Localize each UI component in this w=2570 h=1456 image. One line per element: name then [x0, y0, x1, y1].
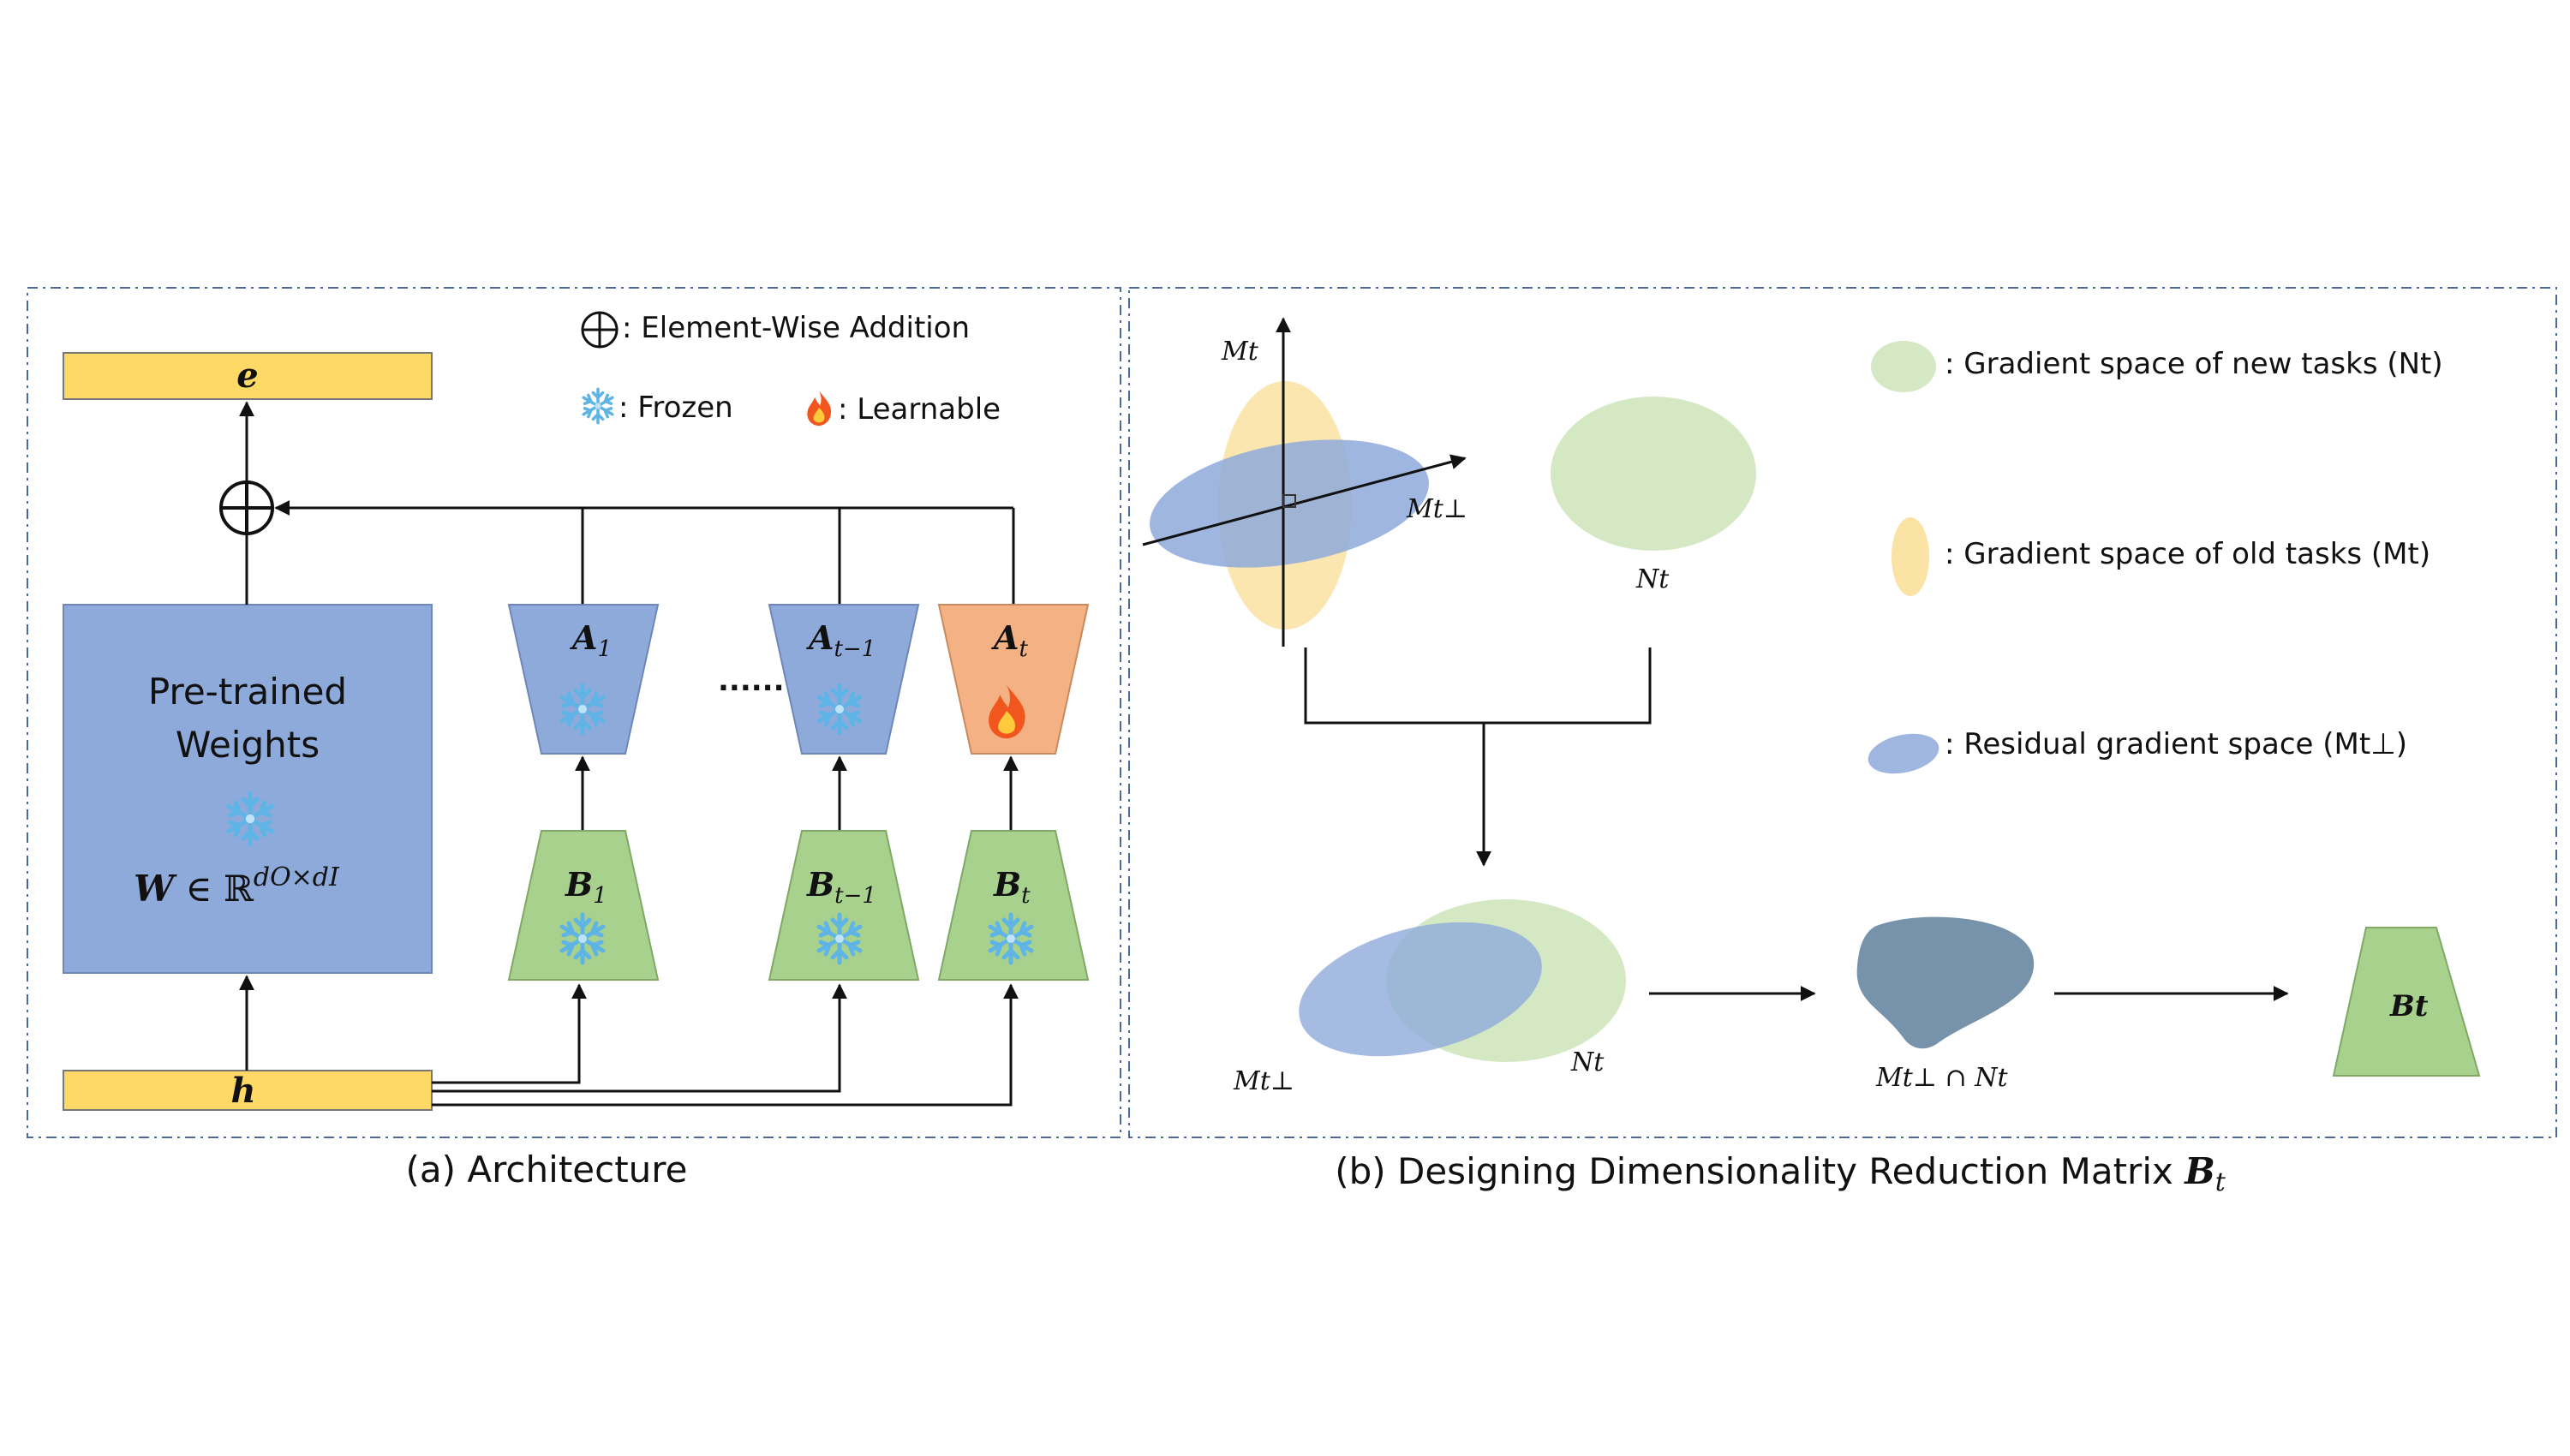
b-tm1-label: Bt−1: [806, 865, 876, 909]
a1-label: A1: [570, 618, 612, 662]
overlap-diagram: Mt⊥ Nt: [1233, 899, 1626, 1096]
overlap-n-t-label: Nt: [1570, 1047, 1605, 1077]
flame-icon: [807, 391, 832, 427]
b-t-block: [937, 830, 1090, 981]
a-tm1-block: [768, 604, 920, 755]
intersection-label: Mt⊥ ∩ Nt: [1875, 1063, 2008, 1093]
a-tm1-label: At−1: [806, 618, 876, 662]
b-tm1-block: [768, 830, 920, 981]
residual-space-ellipse: [1150, 439, 1429, 568]
input-distribution-lines: [432, 983, 1019, 1107]
learnable-label: : Learnable: [838, 392, 1001, 427]
frozen-legend: : Frozen: [582, 387, 733, 425]
legend-old-task-swatch: [1892, 517, 1929, 596]
panel-b-legend: : Gradient space of new tasks (Nt) : Gra…: [1868, 341, 2443, 774]
overlap-m-t-perp-label: Mt⊥: [1233, 1066, 1294, 1096]
legend-new-task-label: : Gradient space of new tasks (Nt): [1945, 347, 2443, 381]
adapters-ellipsis: ......: [718, 664, 785, 698]
a-t-label: At: [991, 618, 1028, 662]
a-t-block: [937, 604, 1090, 755]
pretrained-line1: Pre-trained: [148, 671, 347, 713]
legend-old-task-label: : Gradient space of old tasks (Mt): [1945, 537, 2430, 571]
output-label: e: [236, 355, 258, 396]
legend-residual-swatch: [1868, 733, 1939, 774]
panel-b-border: [1128, 287, 2557, 1138]
bt-result-block: [2332, 927, 2481, 1077]
b-t-label: Bt: [993, 865, 1031, 909]
addition-label: : Element-Wise Addition: [622, 311, 970, 345]
legend-residual-label: : Residual gradient space (Mt⊥): [1945, 727, 2407, 761]
a1-block: [507, 604, 660, 755]
learnable-legend: : Learnable: [807, 391, 1001, 427]
intersection-shape: [1856, 916, 2035, 1049]
m-t-perp-axis: [1142, 454, 1467, 546]
panel-b-caption: (b) Designing Dimensionality Reduction M…: [1335, 1150, 2226, 1197]
adapter-t: At Bt: [937, 604, 1090, 981]
output-bar: [63, 352, 433, 400]
merge-connector: [1304, 647, 1652, 867]
pretrained-line2: Weights: [176, 724, 320, 766]
addition-node: [219, 480, 274, 535]
b1-block: [507, 830, 660, 981]
m-t-label: Mt: [1221, 337, 1259, 367]
adapter-t-minus-1: At−1 Bt−1: [768, 604, 920, 981]
n-t-label: Nt: [1635, 564, 1670, 594]
legend-new-task-swatch: [1871, 341, 1936, 392]
snowflake-icon: [582, 387, 614, 425]
panel-a-caption: (a) Architecture: [406, 1149, 688, 1190]
pretrained-weights-block: [63, 604, 433, 974]
bt-result-label: Bt: [2389, 989, 2429, 1023]
addition-legend: : Element-Wise Addition: [581, 311, 970, 349]
b1-label: B1: [565, 865, 607, 909]
new-task-space-ellipse: [1551, 397, 1756, 551]
input-label: h: [230, 1071, 255, 1111]
frozen-label: : Frozen: [619, 391, 733, 425]
adapter-1: A1 B1: [507, 604, 660, 981]
pretrained-formula: W ∈ ℝdO×dI: [134, 862, 340, 910]
overlap-residual-ellipse: [1299, 922, 1542, 1057]
subspace-diagram: Mt Mt⊥ Nt: [1142, 317, 1756, 647]
m-t-perp-label: Mt⊥: [1406, 494, 1467, 524]
